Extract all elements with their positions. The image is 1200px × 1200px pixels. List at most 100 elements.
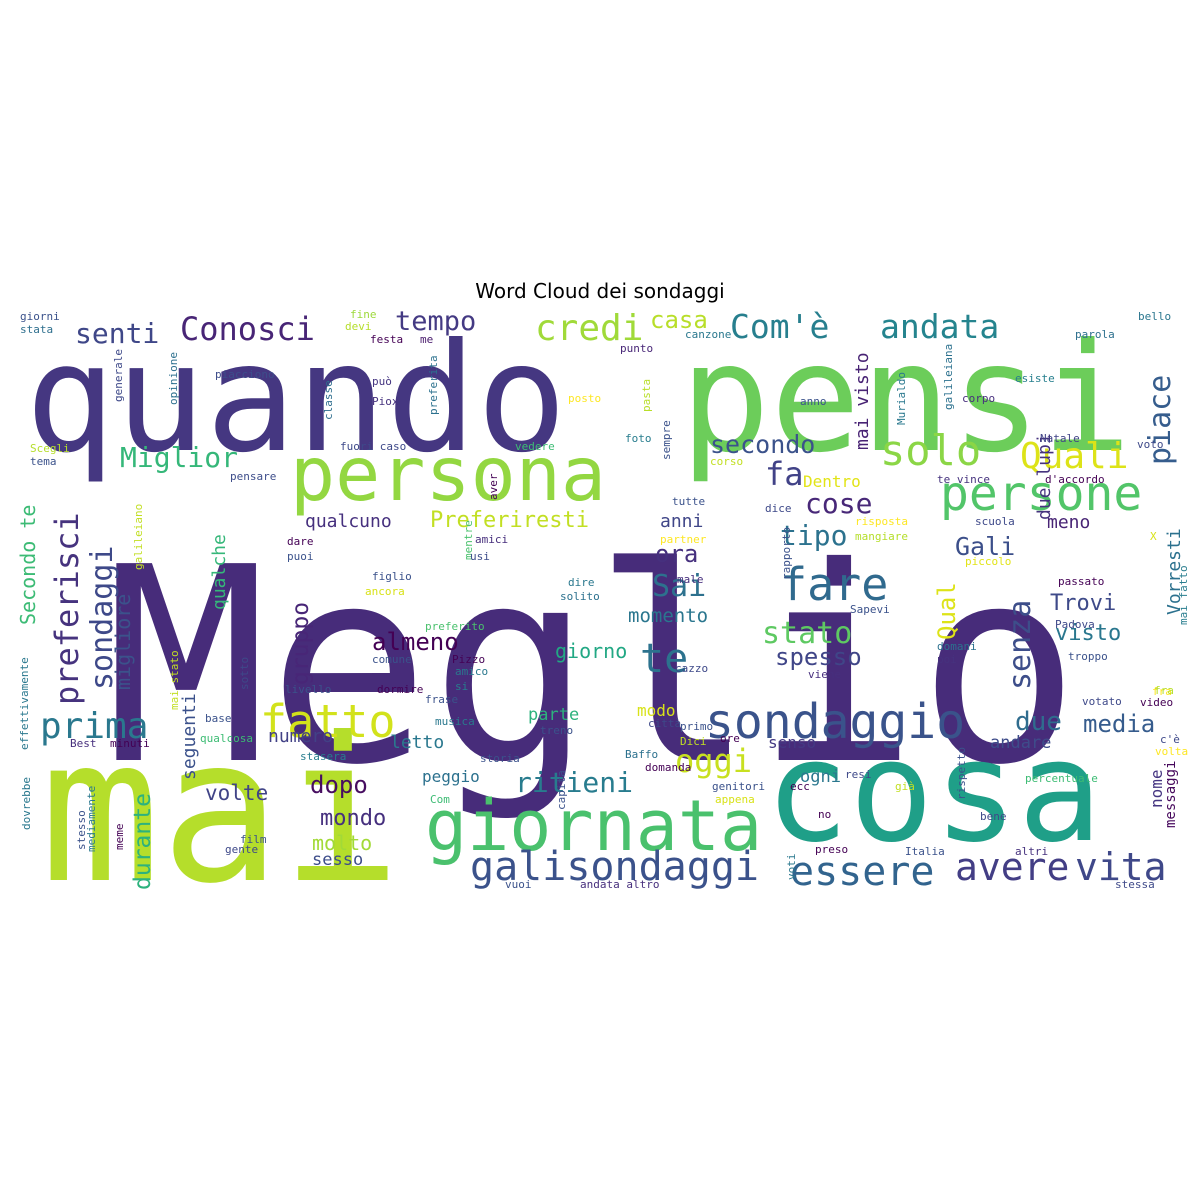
word: oggi bbox=[675, 742, 752, 780]
word: senza bbox=[1003, 600, 1038, 690]
word: capita bbox=[555, 770, 568, 810]
word: preso bbox=[815, 843, 848, 856]
word: migliore bbox=[111, 594, 135, 690]
word: Sapevi bbox=[850, 603, 890, 616]
word: classe bbox=[322, 380, 335, 420]
word: secondo bbox=[710, 430, 815, 459]
word: andare bbox=[990, 733, 1051, 753]
word: Preferiresti bbox=[430, 508, 589, 533]
word: domani bbox=[937, 640, 977, 653]
word: spesso bbox=[775, 643, 862, 671]
word: qualcosa bbox=[200, 732, 253, 745]
word: Dici bbox=[680, 735, 707, 748]
word: Qual bbox=[933, 582, 961, 640]
word: rapporto bbox=[780, 527, 793, 580]
word: no bbox=[818, 808, 831, 821]
word: sondaggi bbox=[85, 546, 120, 691]
word: Trovi bbox=[1050, 591, 1116, 616]
word: anni bbox=[660, 511, 703, 532]
word: piacciono bbox=[215, 368, 275, 381]
word: partner bbox=[660, 533, 707, 546]
word: peggio bbox=[422, 767, 480, 786]
word: devi bbox=[345, 320, 372, 333]
word: sesso bbox=[312, 850, 363, 870]
word: almeno bbox=[372, 628, 459, 656]
word: Conosci bbox=[180, 310, 315, 348]
word: frase bbox=[425, 693, 458, 706]
word: visto bbox=[1055, 621, 1121, 646]
word: base bbox=[205, 712, 232, 725]
word: pensare bbox=[230, 470, 276, 483]
word: volta bbox=[1155, 745, 1188, 758]
word: mai fatto bbox=[1177, 565, 1190, 625]
word: si bbox=[455, 680, 468, 693]
word: corpo bbox=[962, 392, 995, 405]
word: anno bbox=[800, 395, 827, 408]
word: nome bbox=[1147, 769, 1166, 808]
word: comune bbox=[372, 653, 412, 666]
word: Vorresti bbox=[1164, 528, 1185, 615]
word: c'è bbox=[1160, 733, 1180, 746]
word: mediamente bbox=[85, 786, 98, 852]
word: livello bbox=[285, 683, 331, 696]
word: sotto bbox=[238, 657, 251, 690]
word: posto bbox=[568, 392, 601, 405]
word: video bbox=[1140, 696, 1173, 709]
word: usi bbox=[470, 550, 490, 563]
word: stessa bbox=[1115, 878, 1155, 891]
word: Gali bbox=[955, 532, 1015, 561]
word: opinione bbox=[167, 352, 180, 405]
word: già bbox=[895, 780, 915, 793]
word: mondo bbox=[320, 806, 386, 831]
word: Baffo bbox=[625, 748, 658, 761]
word: male bbox=[677, 573, 704, 586]
word: Best bbox=[70, 737, 97, 750]
word: giorno bbox=[555, 639, 627, 663]
word: foto bbox=[625, 432, 652, 445]
word: vedere bbox=[515, 440, 555, 453]
word: troppo bbox=[1068, 650, 1108, 663]
word: ecc bbox=[790, 780, 810, 793]
word: senso bbox=[768, 733, 816, 752]
word: Meglio bbox=[105, 509, 1080, 824]
word: fra bbox=[1154, 684, 1174, 697]
word: film bbox=[240, 833, 267, 846]
word: sondaggio bbox=[705, 694, 965, 750]
word: mai bbox=[40, 695, 401, 928]
word: primo bbox=[680, 720, 713, 733]
word: altri bbox=[1015, 845, 1048, 858]
word: te bbox=[640, 636, 688, 682]
word: gente bbox=[225, 843, 258, 856]
word: X bbox=[1150, 530, 1157, 543]
word: puoi bbox=[287, 550, 314, 563]
word: Scegli bbox=[30, 442, 70, 455]
word: punto bbox=[620, 342, 653, 355]
word: ancora bbox=[365, 585, 405, 598]
word: parte bbox=[528, 705, 579, 725]
word: amico bbox=[455, 665, 488, 678]
word: andata altro bbox=[580, 878, 659, 891]
word: vita bbox=[1075, 845, 1167, 889]
word: qualcuno bbox=[305, 511, 392, 532]
word: può bbox=[372, 375, 392, 388]
word: prima bbox=[40, 706, 148, 747]
word: corso bbox=[710, 455, 743, 468]
word: scuola bbox=[975, 515, 1015, 528]
word: canzone bbox=[685, 328, 731, 341]
word: momento bbox=[628, 605, 708, 627]
word: qualche bbox=[209, 534, 230, 610]
word: durante bbox=[130, 793, 156, 890]
word: Padova bbox=[1055, 618, 1095, 631]
word: ora bbox=[655, 540, 698, 568]
word: giorni bbox=[20, 310, 60, 323]
word: galileiano bbox=[132, 504, 145, 570]
word: avere bbox=[955, 845, 1069, 889]
word: tema bbox=[30, 455, 57, 468]
word: aver bbox=[487, 473, 500, 500]
word: città bbox=[648, 717, 681, 730]
word: solo bbox=[880, 426, 981, 475]
word: bello bbox=[1138, 310, 1171, 323]
word: persona bbox=[290, 430, 606, 518]
word: piace bbox=[1143, 375, 1178, 465]
